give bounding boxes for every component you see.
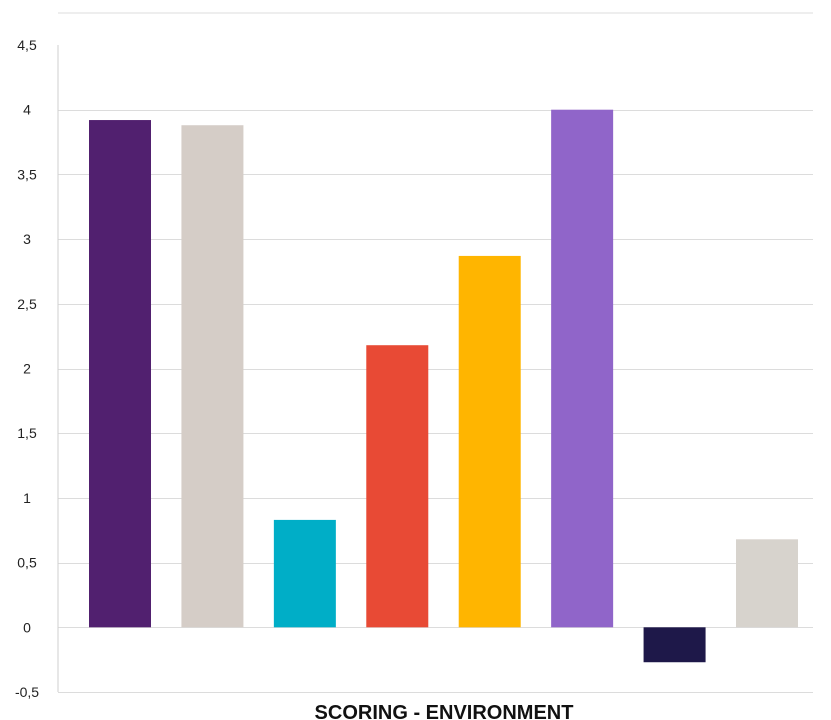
axes: [57, 12, 813, 692]
bar: [458, 255, 521, 628]
y-tick-labels: -0,5 0 0,5 1 1,5 2 2,5 3 3,5 4 4,5: [15, 37, 39, 700]
y-tick-label: 0,5: [17, 555, 37, 571]
bars: [89, 109, 798, 663]
y-tick-label: -0,5: [15, 684, 39, 700]
y-tick-label: 1,5: [17, 425, 37, 441]
bar: [89, 120, 151, 628]
bar: [736, 539, 798, 628]
y-tick-label: 3,5: [17, 166, 37, 182]
y-tick-label: 4: [23, 102, 31, 118]
bar: [643, 627, 706, 663]
y-tick-label: 2: [23, 361, 31, 377]
y-tick-label: 2,5: [17, 296, 37, 312]
bar: [551, 109, 614, 628]
bar: [273, 519, 336, 628]
x-axis-title: SCORING - ENVIRONMENT: [315, 702, 574, 720]
bar: [366, 345, 429, 628]
y-tick-label: 0: [23, 619, 31, 635]
gridlines: [58, 110, 813, 693]
bar: [181, 125, 244, 628]
y-tick-label: 4,5: [17, 37, 37, 53]
y-tick-label: 1: [23, 490, 31, 506]
y-tick-label: 3: [23, 231, 31, 247]
